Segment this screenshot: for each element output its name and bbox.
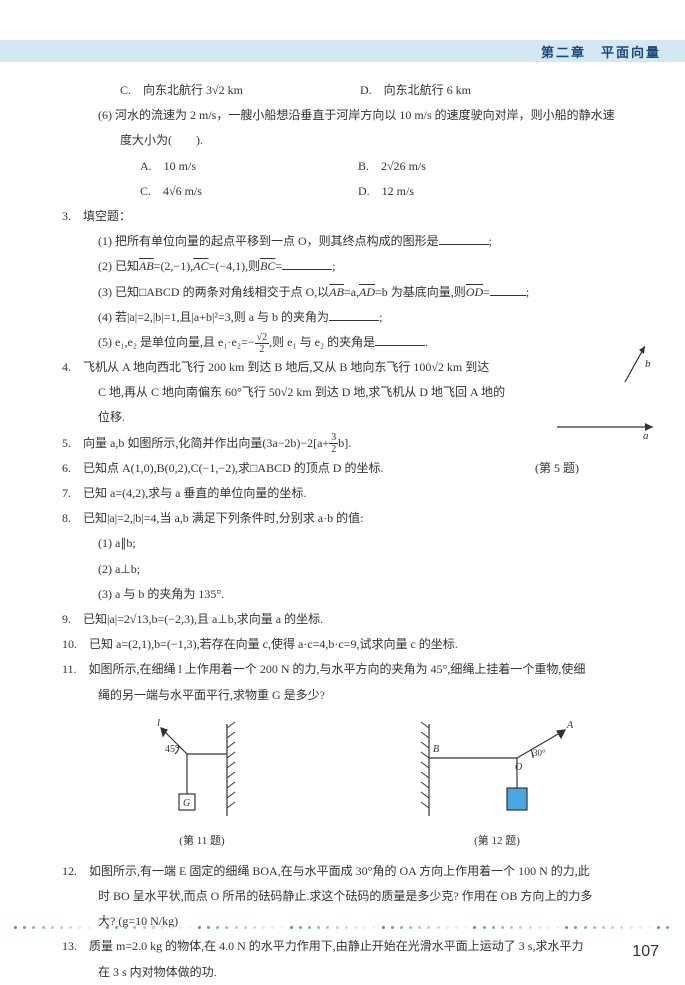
q8-2: (2) a⊥b;	[62, 557, 652, 582]
s3-3a: (3) 已知□ABCD 的两条对角线相交于点 O,以	[98, 285, 329, 299]
svg-text:30°: 30°	[533, 748, 546, 758]
fig12-caption: (第 12 题)	[407, 830, 587, 853]
s3-2b: =(2,−1),	[154, 259, 194, 273]
q11a: 11. 如图所示,在细绳 l 上作用着一个 200 N 的力,与水平方向的夹角为…	[62, 657, 652, 682]
s3-2a: (2) 已知	[98, 259, 139, 273]
q5a: 5. 向量 a,b 如图所示,化简并作出向量(3a−2b)−2[a+	[62, 436, 329, 450]
q7: 7. 已知 a=(4,2),求与 a 垂直的单位向量的坐标.	[62, 481, 652, 506]
q12b: 时 BO 呈水平状,而点 O 所吊的砝码静止.求这个砝码的质量是多少克? 作用在…	[62, 884, 652, 909]
q12c: 大? (g=10 N/kg)	[62, 909, 652, 934]
blank	[375, 334, 425, 346]
q13a: 13. 质量 m=2.0 kg 的物体,在 4.0 N 的水平力作用下,由静止开…	[62, 934, 652, 959]
q5b: b].	[338, 436, 351, 450]
vec-ac: AC	[193, 259, 208, 273]
figure-12: B O 30° A	[407, 716, 587, 826]
chapter-title: 第二章 平面向量	[541, 42, 661, 61]
blank	[329, 309, 379, 321]
fig4-label-b: b	[645, 358, 651, 370]
s3-2c: =(−4,1),则	[209, 259, 261, 273]
q11b: 绳的另一端与水平面平行,求物重 G 是多少?	[62, 683, 652, 708]
q4-l2: C 地,再从 C 地向南偏东 60°飞行 50√2 km 到达 D 地,求飞机从…	[62, 380, 652, 405]
s3-4: (4) 若|a|=2,|b|=1,且|a+b|²=3,则 a 与 b 的夹角为	[98, 310, 329, 324]
footer-dots	[14, 926, 670, 929]
figure-row: 45° l G B O	[62, 716, 652, 826]
q13b: 在 3 s 内对物体做的功.	[62, 960, 652, 985]
q8-3: (3) a 与 b 的夹角为 135°.	[62, 582, 652, 607]
svg-text:l: l	[157, 717, 160, 729]
svg-text:G: G	[183, 798, 190, 809]
page-content: C. 向东北航行 3√2 km D. 向东北航行 6 km (6) 河水的流速为…	[62, 78, 652, 985]
q6-line1: (6) 河水的流速为 2 m/s，一艘小船想沿垂直于河岸方向以 10 m/s 的…	[62, 103, 652, 128]
fig5-label-a: a	[643, 430, 649, 442]
q12a: 12. 如图所示,有一端 E 固定的细绳 BOA,在与水平面成 30°角的 OA…	[62, 859, 652, 884]
blank	[439, 233, 489, 245]
s3-5a: (5) e₁,e₂ 是单位向量,且 e₁·e₂=−	[98, 335, 255, 349]
vec-bc: BC	[260, 259, 275, 273]
vec-ab2: AB	[329, 285, 344, 299]
q6-b: B. 2√26 m/s	[358, 154, 426, 179]
frac-3-2: 32	[329, 432, 338, 455]
q4-l1: 4. 飞机从 A 地向西北飞行 200 km 到达 B 地后,又从 B 地向东飞…	[62, 355, 652, 380]
q6t: 6. 已知点 A(1,0),B(0,2),C(−1,−2),求□ABCD 的顶点…	[62, 456, 532, 481]
s3-3c: =b 为基底向量,则	[375, 285, 466, 299]
q6-c: C. 4√6 m/s	[140, 179, 358, 204]
q8: 8. 已知|a|=2,|b|=4,当 a,b 满足下列条件时,分别求 a·b 的…	[62, 506, 652, 531]
fig11-caption: (第 11 题)	[127, 830, 277, 853]
q8-1: (1) a∥b;	[62, 531, 652, 556]
q6-d: D. 12 m/s	[358, 179, 414, 204]
vec-ad: AD	[359, 285, 375, 299]
figure-4: b	[615, 340, 655, 390]
blank	[282, 258, 332, 270]
figure-5: a	[553, 416, 663, 438]
figure-11: 45° l G	[127, 716, 277, 826]
section-3: 3. 填空题：	[62, 204, 652, 229]
blank	[490, 284, 526, 296]
q10: 10. 已知 a=(2,1),b=(−1,3),若存在向量 c,使得 a·c=4…	[62, 632, 652, 657]
s3-1: (1) 把所有单位向量的起点平移到一点 O，则其终点构成的图形是	[98, 234, 439, 248]
vec-od: OD	[466, 285, 483, 299]
frac-sqrt2-2: √22	[255, 332, 270, 355]
s3-3b: =a,	[344, 285, 359, 299]
q6-a: A. 10 m/s	[140, 154, 358, 179]
choice-c: C. 向东北航行 3√2 km	[120, 78, 360, 103]
svg-text:B: B	[433, 744, 439, 755]
q9: 9. 已知|a|=2√13,b=(−2,3),且 a⊥b,求向量 a 的坐标.	[62, 607, 652, 632]
page-number: 107	[632, 943, 659, 961]
svg-text:O: O	[515, 762, 522, 773]
s3-5b: ,则 e₁ 与 e₂ 的夹角是	[269, 335, 375, 349]
fig5-caption: (第 5 题)	[535, 461, 579, 475]
q6-line2: 度大小为( ).	[62, 128, 652, 153]
vec-ab: AB	[139, 259, 154, 273]
choice-d: D. 向东北航行 6 km	[360, 78, 471, 103]
svg-text:A: A	[566, 720, 574, 731]
svg-text:45°: 45°	[165, 744, 179, 755]
